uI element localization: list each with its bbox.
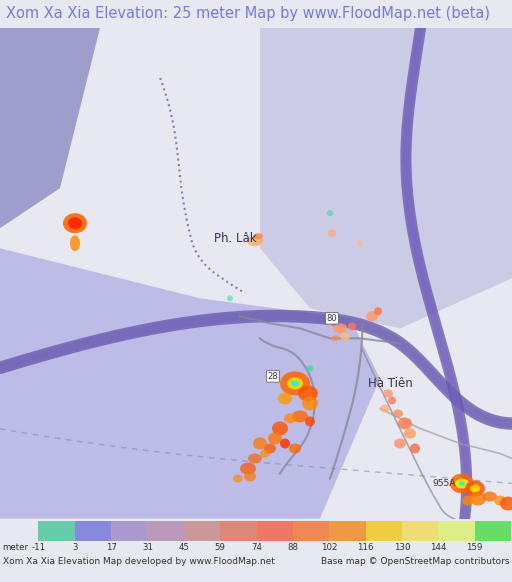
Ellipse shape [500,496,512,510]
Ellipse shape [404,428,416,438]
Bar [366,521,402,541]
Bar [402,521,438,541]
Ellipse shape [240,463,256,474]
Ellipse shape [302,396,318,410]
Ellipse shape [280,438,290,449]
Bar [475,521,511,541]
Text: 80: 80 [327,314,337,323]
Ellipse shape [327,320,333,327]
Ellipse shape [394,438,406,449]
Ellipse shape [494,495,506,506]
Ellipse shape [291,381,299,386]
Ellipse shape [280,371,310,395]
Text: 116: 116 [357,543,374,552]
Ellipse shape [253,438,267,449]
Ellipse shape [287,377,303,389]
Polygon shape [260,28,512,328]
Text: 3: 3 [72,543,77,552]
Ellipse shape [248,453,262,463]
Ellipse shape [462,495,474,506]
Ellipse shape [292,410,308,423]
Ellipse shape [260,449,270,457]
Polygon shape [0,28,100,228]
Text: Ph. Lâk: Ph. Lâk [214,232,257,244]
Ellipse shape [357,240,363,246]
Ellipse shape [333,324,347,333]
Text: 28: 28 [268,372,279,381]
Text: Base map © OpenStreetMap contributors: Base map © OpenStreetMap contributors [321,557,509,566]
Text: 144: 144 [430,543,446,552]
Ellipse shape [380,404,390,413]
Ellipse shape [247,236,263,246]
Ellipse shape [305,417,315,427]
Text: Xom Xa Xia Elevation: 25 meter Map by www.FloodMap.net (beta): Xom Xa Xia Elevation: 25 meter Map by ww… [6,6,490,22]
Bar [147,521,184,541]
Text: 17: 17 [105,543,117,552]
Ellipse shape [459,481,465,485]
Text: 31: 31 [142,543,153,552]
Ellipse shape [278,392,292,404]
Bar [220,521,257,541]
Bar [293,521,329,541]
Ellipse shape [289,443,301,453]
Bar [257,521,293,541]
Ellipse shape [233,474,243,482]
Ellipse shape [70,235,80,251]
Ellipse shape [328,229,336,237]
Ellipse shape [340,332,350,340]
Text: Xom Xa Xia Elevation Map developed by www.FloodMap.net: Xom Xa Xia Elevation Map developed by ww… [3,557,274,566]
Ellipse shape [470,492,486,506]
Text: 159: 159 [466,543,483,552]
Ellipse shape [410,443,420,453]
Ellipse shape [307,365,313,371]
Ellipse shape [374,307,382,315]
Bar [438,521,475,541]
Ellipse shape [398,417,412,430]
Polygon shape [0,248,380,519]
Text: 74: 74 [251,543,262,552]
Ellipse shape [253,233,263,239]
Bar [184,521,220,541]
Text: 102: 102 [321,543,337,552]
Ellipse shape [331,335,339,341]
Ellipse shape [284,413,296,424]
Ellipse shape [272,421,288,435]
Ellipse shape [307,365,313,371]
Text: -11: -11 [31,543,46,552]
Ellipse shape [366,311,378,321]
Ellipse shape [63,213,87,233]
Text: 130: 130 [394,543,410,552]
Bar [329,521,366,541]
Bar [111,521,147,541]
Bar [38,521,75,541]
Ellipse shape [298,385,318,402]
Ellipse shape [470,485,480,492]
Text: 45: 45 [178,543,189,552]
Text: Hà Tiên: Hà Tiên [368,377,412,390]
Ellipse shape [388,396,396,404]
Ellipse shape [227,295,233,301]
Text: meter: meter [3,543,29,552]
Ellipse shape [465,481,485,496]
Ellipse shape [383,389,393,398]
Ellipse shape [268,432,282,445]
Ellipse shape [244,471,256,481]
Text: 59: 59 [215,543,226,552]
Ellipse shape [483,492,497,502]
Ellipse shape [348,322,356,331]
Bar [75,521,111,541]
Ellipse shape [393,409,403,417]
Ellipse shape [327,210,333,216]
Ellipse shape [264,443,276,453]
Ellipse shape [455,478,469,488]
Ellipse shape [68,217,82,229]
Text: 88: 88 [287,543,298,552]
Ellipse shape [450,474,474,494]
Text: 955A: 955A [432,479,455,488]
